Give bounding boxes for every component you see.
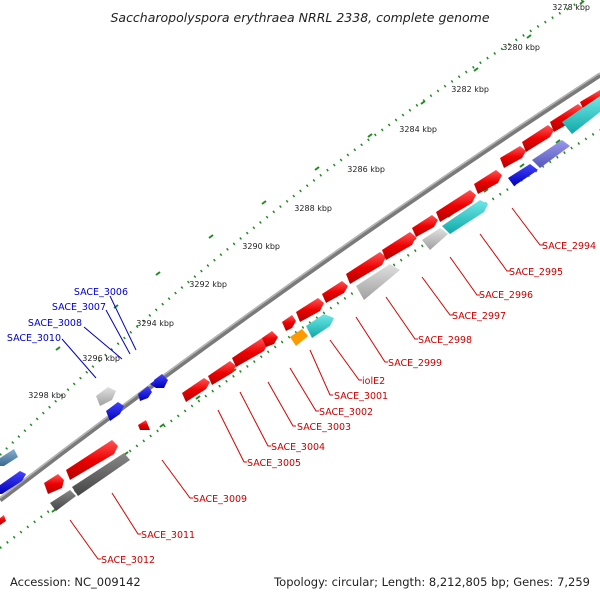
tick-label: 3288 kbp <box>294 204 332 213</box>
gene-arrow[interactable] <box>138 386 152 401</box>
gene-label[interactable]: SACE_3010 <box>7 333 61 344</box>
gene-label[interactable]: SACE_3009 <box>193 494 247 505</box>
gene-label[interactable]: SACE_3008 <box>28 318 82 329</box>
tick-label: 3280 kbp <box>502 43 540 52</box>
gene-arrow[interactable] <box>44 474 64 494</box>
gene-label[interactable]: SACE_3011 <box>141 530 195 541</box>
inner-gene-labels: SACE_2994 SACE_2995 SACE_2996 SACE_2997 … <box>101 241 596 566</box>
gene-arrow[interactable] <box>436 190 476 222</box>
tick-label: 3286 kbp <box>347 165 385 174</box>
outer-gene-labels: SACE_3006 SACE_3007 SACE_3008 SACE_3010 <box>7 287 128 344</box>
gene-label[interactable]: SACE_3005 <box>247 458 301 469</box>
gene-label[interactable]: SACE_3002 <box>319 407 373 418</box>
tick-label: 3282 kbp <box>451 85 489 94</box>
gene-arrow[interactable] <box>0 515 6 525</box>
gene-arrow[interactable] <box>580 90 600 111</box>
gene-label[interactable]: SACE_2998 <box>418 335 472 346</box>
gene-arrow[interactable] <box>290 329 308 346</box>
tick-marks <box>51 0 585 513</box>
tick-label: 3284 kbp <box>399 125 437 134</box>
gene-arrow[interactable] <box>296 298 324 322</box>
gene-arrow[interactable] <box>138 420 150 430</box>
gene-arrow[interactable] <box>232 338 268 367</box>
gene-arrow[interactable] <box>500 146 526 168</box>
outer-ruler <box>0 0 586 456</box>
map-title: Saccharopolyspora erythraea NRRL 2338, c… <box>110 10 489 25</box>
tick-label: 3294 kbp <box>136 319 174 328</box>
genome-summary-text: Topology: circular; Length: 8,212,805 bp… <box>273 575 590 589</box>
gene-label[interactable]: SACE_3004 <box>271 442 325 453</box>
gene-label[interactable]: SACE_2997 <box>452 311 506 322</box>
gene-arrow[interactable] <box>282 315 296 331</box>
gene-label[interactable]: SACE_3007 <box>52 302 106 313</box>
genome-backbone <box>0 72 600 502</box>
accession-text: Accession: NC_009142 <box>10 575 141 589</box>
gene-arrow[interactable] <box>550 104 584 132</box>
gene-arrow[interactable] <box>412 215 438 237</box>
gene-label[interactable]: SACE_3006 <box>74 287 128 298</box>
gene-arrow[interactable] <box>208 361 236 385</box>
gene-arrow[interactable] <box>562 96 600 134</box>
tick-label: 3296 kbp <box>82 354 120 363</box>
gene-arrow[interactable] <box>356 264 400 300</box>
gene-label[interactable]: iolE2 <box>362 376 385 387</box>
tick-labels: 3278 kbp 3280 kbp 3282 kbp 3284 kbp 3286… <box>28 3 590 400</box>
gene-arrow[interactable] <box>96 387 116 406</box>
gene-label[interactable]: SACE_2996 <box>479 290 533 301</box>
gene-label[interactable]: SACE_3001 <box>334 391 388 402</box>
gene-label[interactable]: SACE_2995 <box>509 267 563 278</box>
gene-arrow[interactable] <box>182 378 210 402</box>
inner-track <box>0 96 600 525</box>
outer-track <box>0 90 600 494</box>
gene-arrow[interactable] <box>322 281 348 303</box>
gene-arrow[interactable] <box>422 228 448 250</box>
gene-label[interactable]: SACE_2999 <box>388 358 442 369</box>
gene-arrow[interactable] <box>72 453 130 496</box>
gene-label[interactable]: SACE_2994 <box>542 241 596 252</box>
gene-arrow[interactable] <box>508 164 538 186</box>
gene-arrow[interactable] <box>532 140 570 168</box>
outer-leader-lines <box>61 295 137 379</box>
gene-arrow[interactable] <box>66 440 118 480</box>
gene-label[interactable]: SACE_3003 <box>297 422 351 433</box>
gene-arrow[interactable] <box>382 232 416 260</box>
gene-arrow[interactable] <box>106 402 124 421</box>
inner-leader-lines <box>69 207 544 560</box>
gene-arrow[interactable] <box>0 449 18 466</box>
gene-arrow[interactable] <box>154 374 168 388</box>
gene-arrow[interactable] <box>0 471 26 494</box>
gene-arrow[interactable] <box>306 314 334 338</box>
gene-arrow[interactable] <box>442 200 488 234</box>
tick-label: 3298 kbp <box>28 391 66 400</box>
tick-label: 3290 kbp <box>242 242 280 251</box>
gene-arrow[interactable] <box>346 252 386 284</box>
gene-arrow[interactable] <box>50 490 76 511</box>
gene-arrow[interactable] <box>262 331 278 347</box>
gene-arrow[interactable] <box>474 170 502 194</box>
tick-label: 3292 kbp <box>189 280 227 289</box>
gene-label[interactable]: SACE_3012 <box>101 555 155 566</box>
gene-arrow[interactable] <box>522 125 554 152</box>
tick-label: 3278 kbp <box>552 3 590 12</box>
